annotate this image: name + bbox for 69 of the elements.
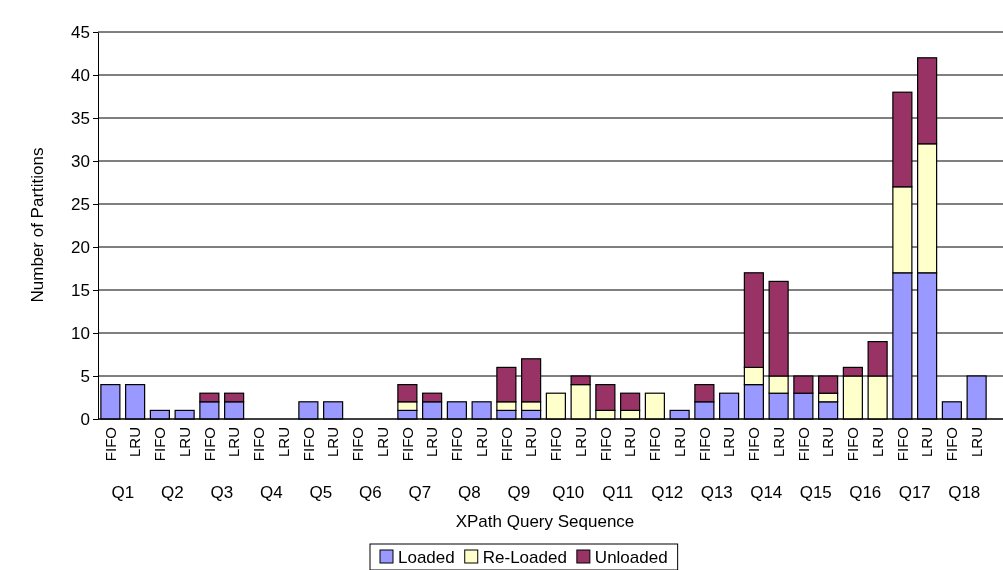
legend-label: Loaded: [398, 548, 455, 567]
text: Q13: [700, 483, 733, 502]
y-tick-label: 5: [80, 366, 90, 386]
x-tick-label: FIFO: [943, 427, 961, 462]
x-tick-label: FIFO: [596, 427, 614, 462]
x-tick-label: FIFO: [497, 427, 515, 462]
x-tick-label: LRU: [175, 427, 193, 458]
y-tick-label: 20: [71, 237, 90, 257]
x-tick-label: FIFO: [349, 427, 367, 462]
x-tick-label: LRU: [918, 427, 936, 458]
x-tick-label: LRU: [769, 427, 787, 458]
x-tick-label: FIFO: [893, 427, 911, 462]
text: Q7: [408, 483, 432, 502]
x-tick-label: LRU: [670, 427, 688, 458]
x-tick-label: FIFO: [646, 427, 664, 462]
x-tick-label: LRU: [423, 427, 441, 458]
text: Q17: [898, 483, 931, 502]
x-tick-label: FIFO: [695, 427, 713, 462]
x-tick-label: LRU: [720, 427, 738, 458]
y-tick-label: 40: [71, 65, 90, 85]
x-tick-label: LRU: [868, 427, 886, 458]
text: Q8: [457, 483, 481, 502]
text: Q14: [750, 483, 783, 502]
x-tick-label: LRU: [621, 427, 639, 458]
text: Q18: [948, 483, 981, 502]
x-tick-label: LRU: [472, 427, 490, 458]
x-tick-label: LRU: [819, 427, 837, 458]
legend-label: Unloaded: [594, 548, 668, 567]
y-tick-label: 25: [71, 194, 90, 214]
text: Q16: [849, 483, 882, 502]
x-tick-label: FIFO: [101, 427, 119, 462]
y-tick-label: 35: [71, 108, 90, 128]
x-tick-label: LRU: [324, 427, 342, 458]
legend-label: Re-Loaded: [482, 548, 567, 567]
x-tick-label: FIFO: [398, 427, 416, 462]
text: Q3: [210, 483, 234, 502]
text: Q6: [358, 483, 382, 502]
x-tick-label: FIFO: [844, 427, 862, 462]
x-tick-label: LRU: [126, 427, 144, 458]
x-tick-label: LRU: [274, 427, 292, 458]
text: Q4: [259, 483, 283, 502]
text: Q10: [552, 483, 585, 502]
y-tick-label: 30: [71, 151, 90, 171]
x-tick-label: FIFO: [547, 427, 565, 462]
x-tick-label: LRU: [967, 427, 985, 458]
x-tick-label: LRU: [373, 427, 391, 458]
y-tick-label: 15: [71, 280, 90, 300]
y-tick-label: 10: [71, 323, 90, 343]
x-tick-label: LRU: [522, 427, 540, 458]
y-axis-title: Number of Partitions: [28, 147, 47, 303]
text: Q12: [651, 483, 684, 502]
x-axis-title: XPath Query Sequence: [455, 512, 635, 531]
text: Q5: [309, 483, 333, 502]
y-tick-label: 0: [80, 409, 90, 429]
x-tick-label: FIFO: [200, 427, 218, 462]
x-tick-label: FIFO: [299, 427, 317, 462]
text: Q2: [160, 483, 184, 502]
x-tick-label: FIFO: [448, 427, 466, 462]
x-tick-label: FIFO: [151, 427, 169, 462]
y-tick-label: 45: [71, 22, 90, 42]
text: Q1: [111, 483, 135, 502]
x-tick-label: LRU: [571, 427, 589, 458]
text: Q15: [799, 483, 832, 502]
x-tick-label: FIFO: [794, 427, 812, 462]
x-tick-label: FIFO: [250, 427, 268, 462]
x-tick-label: LRU: [225, 427, 243, 458]
text: Q11: [602, 483, 634, 502]
text: Q9: [507, 483, 531, 502]
x-tick-label: FIFO: [745, 427, 763, 462]
